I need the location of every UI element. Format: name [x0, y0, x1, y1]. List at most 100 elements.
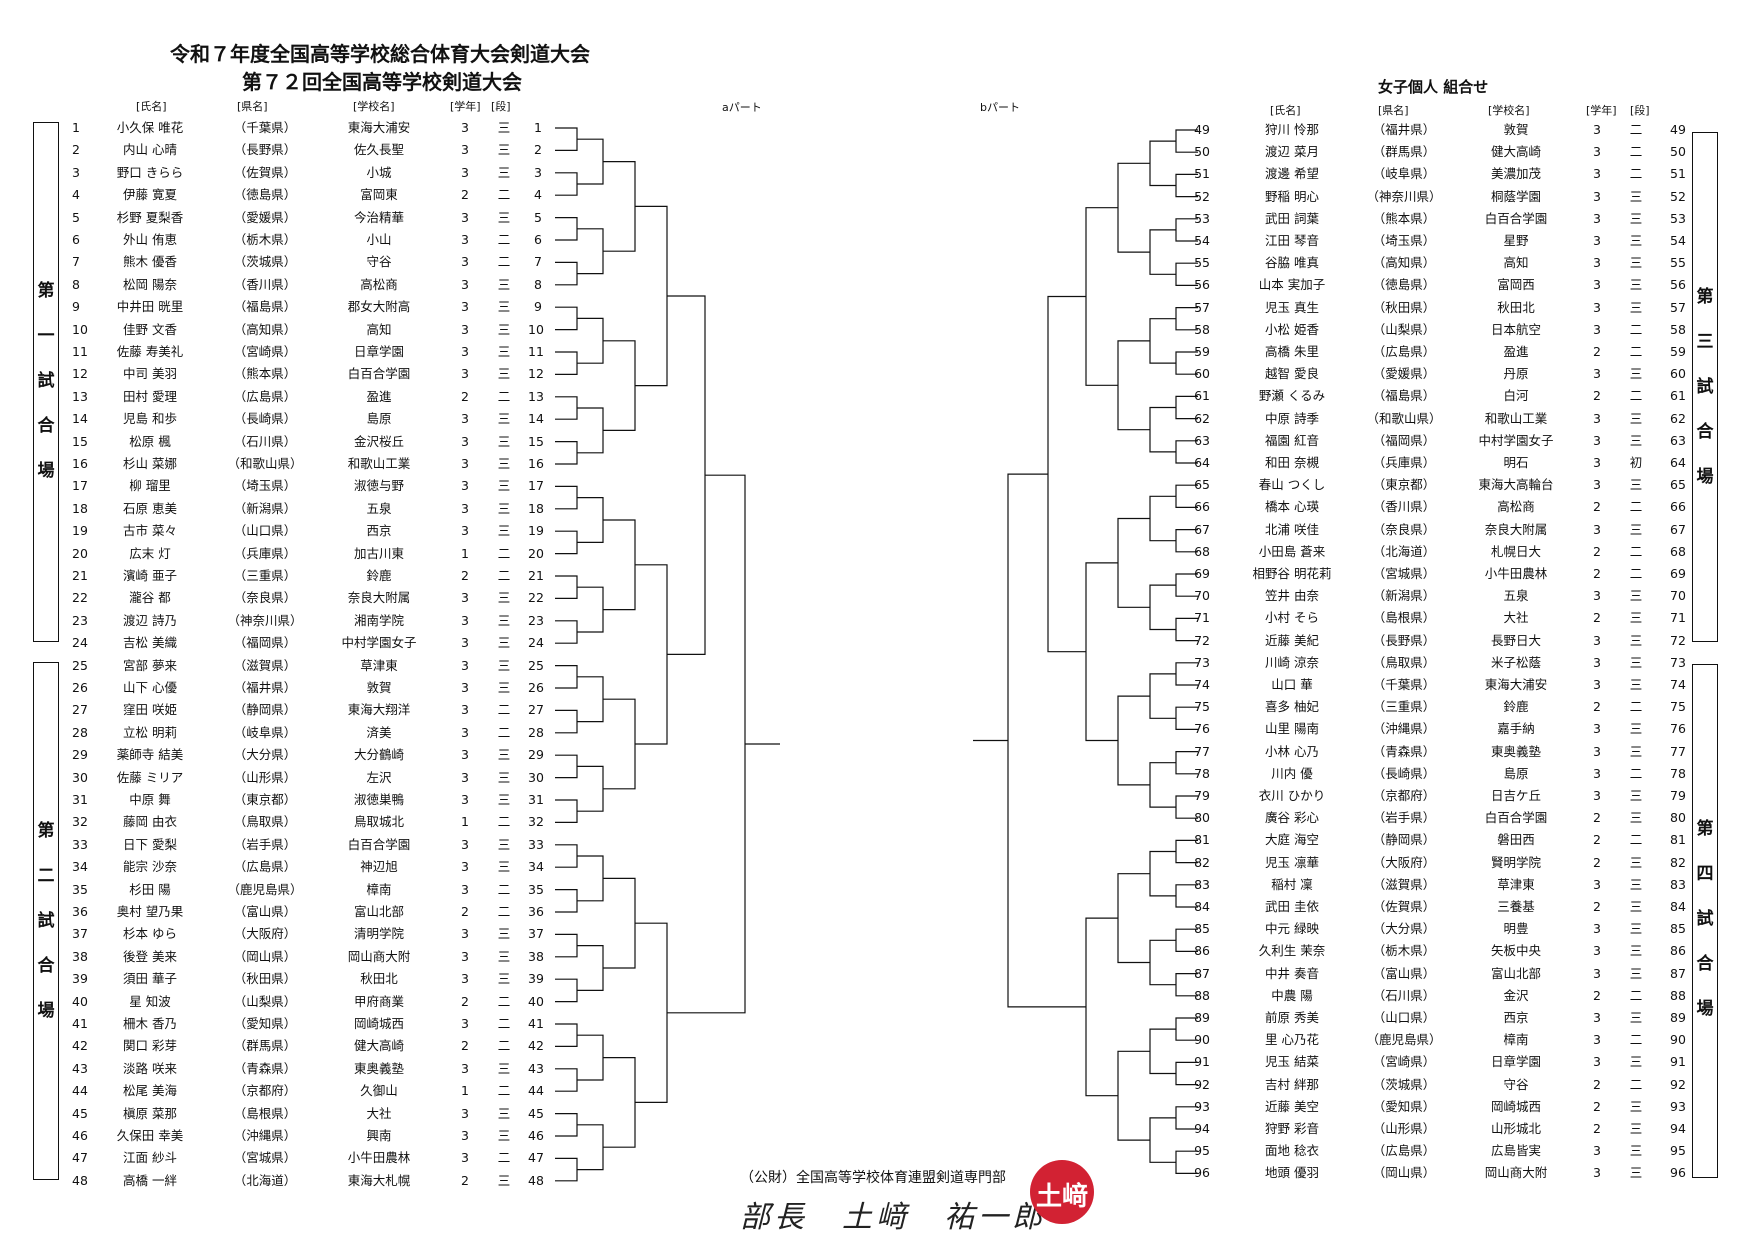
player-row: 31 中原 舞 （東京都） 淑徳巣鴨 3 三 31	[0, 789, 1753, 811]
player-row: 48 高橋 一絆 （北海道） 東海大札幌 2 三 48	[0, 1170, 1753, 1192]
dan-rank: 二	[1629, 388, 1643, 404]
grade: 3	[461, 702, 469, 718]
grade: 3	[461, 276, 469, 292]
prefecture: （香川県）	[1372, 499, 1436, 515]
player-name: 柵木 香乃	[123, 1016, 177, 1031]
player-row: 57 児玉 真生 （秋田県） 秋田北 3 三 57	[0, 297, 1753, 319]
school-name: 中村学園女子	[341, 635, 417, 651]
entry-number: 88	[1194, 987, 1210, 1003]
player-row: 60 越智 愛良 （愛媛県） 丹原 3 三 60	[0, 363, 1753, 385]
entry-number: 83	[1194, 876, 1210, 892]
entry-number: 24	[72, 635, 88, 651]
entry-number: 91	[1194, 1054, 1210, 1070]
player-row: 84 武田 圭依 （佐賀県） 三養基 2 三 84	[0, 896, 1753, 918]
player-row: 72 近藤 美紀 （長野県） 長野日大 3 三 72	[0, 630, 1753, 652]
prefecture: （愛媛県）	[233, 209, 297, 225]
player-name: 柳 瑠里	[129, 478, 171, 494]
prefecture: （愛知県）	[1372, 1098, 1436, 1114]
entry-number: 51	[1194, 166, 1210, 182]
dan-rank: 二	[497, 1083, 511, 1099]
player-name: 里 心乃花	[1265, 1032, 1319, 1048]
player-name: 薬師寺 結美	[116, 747, 184, 763]
player-row: 6 外山 侑恵 （栃木県） 小山 3 二 6	[0, 229, 1753, 251]
prefecture: （広島県）	[233, 859, 297, 875]
player-name: 渡邊 希望	[1265, 166, 1319, 182]
entry-number: 30	[72, 769, 88, 785]
grade: 2	[1593, 699, 1601, 715]
school-name: 富岡西	[1497, 277, 1535, 293]
entry-number: 6	[72, 232, 80, 247]
prefecture: （長野県）	[1372, 632, 1436, 648]
school-name: 岡山商大附	[1484, 1165, 1548, 1181]
school-name: 清明学院	[353, 926, 404, 942]
prefecture: （山口県）	[1372, 1010, 1436, 1025]
entry-number: 47	[72, 1150, 88, 1166]
entry-number: 75	[1194, 699, 1210, 715]
entry-number: 64	[1670, 455, 1686, 470]
bracket-title: 女子個人 組合せ	[1378, 78, 1489, 96]
entry-number: 54	[1670, 233, 1686, 248]
dan-rank: 三	[497, 1105, 511, 1121]
player-name: 児玉 凛華	[1265, 854, 1319, 870]
school-name: 岡崎城西	[1490, 1098, 1541, 1114]
player-row: 76 山里 陽南 （沖縄県） 嘉手納 3 三 76	[0, 718, 1753, 740]
prefecture: （山梨県）	[233, 993, 297, 1009]
entry-number: 8	[534, 276, 542, 292]
player-row: 92 吉村 絆那 （茨城県） 守谷 2 二 92	[0, 1074, 1753, 1096]
player-name: 面地 稔衣	[1265, 1143, 1319, 1159]
dan-rank: 三	[497, 209, 511, 225]
player-name: 川崎 涼奈	[1265, 654, 1319, 670]
player-row: 47 江面 紗斗 （宮城県） 小牛田農林 3 二 47	[0, 1147, 1753, 1169]
school-name: 大社	[1503, 610, 1529, 626]
entry-number: 52	[1194, 188, 1210, 204]
school-name: 美濃加茂	[1490, 166, 1541, 182]
grade: 3	[461, 120, 469, 135]
prefecture: （大分県）	[233, 747, 297, 763]
prefecture: （徳島県）	[233, 187, 297, 203]
player-row: 42 関口 彩芽 （群馬県） 健大高崎 2 二 42	[0, 1035, 1753, 1057]
player-name: 野瀬 くるみ	[1258, 388, 1326, 404]
prefecture: （福井県）	[1372, 122, 1436, 137]
grade: 2	[1593, 566, 1601, 581]
player-name: 伊藤 寛夏	[123, 187, 177, 203]
grade: 3	[1593, 677, 1601, 692]
entry-number: 87	[1670, 965, 1686, 981]
entry-number: 95	[1670, 1143, 1686, 1159]
prefecture: （福島県）	[1372, 388, 1436, 404]
column-header-grade: [学年]	[450, 100, 481, 113]
column-header-grade: [学年]	[1586, 104, 1617, 117]
player-name: 近藤 美紀	[1265, 632, 1319, 648]
player-name: 松岡 陽奈	[123, 276, 177, 292]
entry-number: 26	[528, 680, 544, 695]
player-name: 中井田 晄里	[116, 299, 184, 315]
entry-number: 12	[72, 366, 88, 382]
grade: 3	[1593, 876, 1601, 892]
school-name: 嘉手納	[1497, 721, 1535, 737]
grade: 2	[1593, 987, 1601, 1003]
player-name: 渡辺 詩乃	[123, 612, 177, 628]
grade: 3	[461, 881, 469, 897]
entry-number: 16	[528, 456, 544, 471]
school-name: 小牛田農林	[347, 1150, 411, 1166]
prefecture: （山形県）	[1372, 1121, 1436, 1136]
entry-number: 3	[534, 164, 542, 180]
prefecture: （大阪府）	[233, 926, 297, 942]
entry-number: 22	[72, 590, 88, 606]
player-name: 吉村 絆那	[1265, 1076, 1319, 1092]
entry-number: 27	[72, 702, 88, 718]
prefecture: （岐阜県）	[1372, 166, 1436, 182]
player-row: 66 橋本 心瑛 （香川県） 高松商 2 二 66	[0, 496, 1753, 518]
entry-number: 48	[72, 1172, 88, 1188]
entry-number: 31	[528, 792, 544, 807]
entry-number: 64	[1194, 455, 1210, 470]
prefecture: （兵庫県）	[233, 545, 297, 561]
entry-number: 70	[1670, 588, 1686, 604]
player-name: 近藤 美空	[1265, 1098, 1319, 1114]
entry-number: 42	[528, 1038, 544, 1054]
entry-number: 56	[1670, 277, 1686, 293]
player-row: 5 杉野 夏梨香 （愛媛県） 今治精華 3 三 5	[0, 207, 1753, 229]
dan-rank: 二	[497, 702, 511, 718]
school-name: 草津東	[1497, 876, 1535, 892]
grade: 3	[1593, 277, 1601, 293]
player-name: 衣川 ひかり	[1258, 788, 1326, 803]
